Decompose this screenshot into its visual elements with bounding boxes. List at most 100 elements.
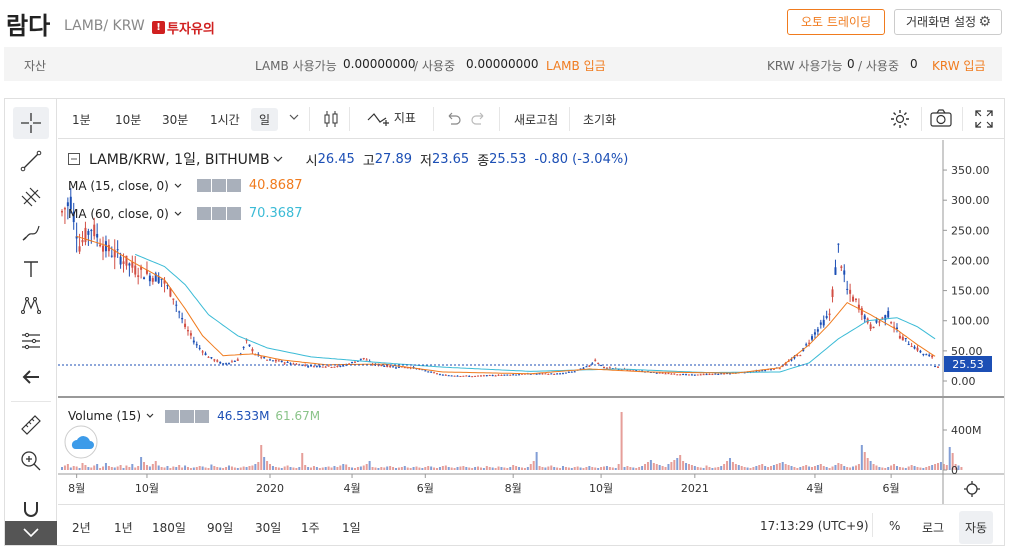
redo-button[interactable]	[471, 110, 487, 129]
candle-body	[154, 273, 157, 282]
ma60-line	[135, 253, 936, 374]
range-180d[interactable]: 180일	[152, 521, 186, 535]
range-1w[interactable]: 1주	[301, 521, 320, 535]
chart-settings-button[interactable]	[889, 108, 911, 133]
percent-toggle[interactable]: %	[889, 519, 901, 533]
chevron-down-icon[interactable]	[145, 411, 155, 421]
ruler-icon	[21, 415, 41, 435]
candle-body	[219, 361, 222, 364]
krw-deposit-link[interactable]: KRW 입금	[932, 59, 986, 73]
close-icon[interactable]	[226, 179, 241, 192]
indicators-button[interactable]: 지표	[366, 109, 416, 128]
price-chart[interactable]: 350.00 300.00 250.00 200.00 150.00 100.00 50.0…	[58, 140, 1004, 504]
range-2y[interactable]: 2년	[72, 521, 91, 535]
settings-icon[interactable]	[211, 207, 226, 220]
interval-day[interactable]: 일	[251, 108, 279, 131]
volume-bar	[526, 467, 529, 470]
interval-10m[interactable]: 10분	[115, 113, 142, 127]
range-30d[interactable]: 30일	[255, 521, 282, 535]
asset-label: 자산	[24, 59, 47, 73]
candle-body	[134, 265, 137, 275]
range-1y[interactable]: 1년	[114, 521, 133, 535]
close-icon[interactable]	[195, 409, 210, 423]
refresh-button[interactable]: 새로고침	[514, 113, 559, 127]
back-tool[interactable]	[13, 361, 49, 393]
chevron-down-icon[interactable]	[272, 154, 284, 164]
interval-30m[interactable]: 30분	[162, 113, 189, 127]
lamb-deposit-link[interactable]: LAMB 입금	[546, 59, 606, 73]
candle-body	[813, 332, 816, 335]
chevron-down-icon	[289, 114, 299, 120]
time-axis-settings-button[interactable]	[964, 481, 980, 497]
candle-body	[207, 356, 210, 358]
volume-bar	[383, 467, 386, 470]
log-toggle[interactable]: 로그	[922, 521, 945, 535]
volume-bar	[544, 467, 547, 470]
eye-icon[interactable]	[196, 207, 211, 220]
crosshair-tool[interactable]	[13, 107, 49, 139]
volume-bar	[752, 467, 755, 470]
volume-bar	[922, 468, 925, 470]
volume-bar	[494, 468, 497, 470]
text-tool[interactable]	[13, 253, 49, 285]
candle-body	[649, 372, 652, 374]
collapse-toolbar-button[interactable]	[5, 521, 57, 545]
volume-bar	[831, 466, 834, 470]
pattern-tool[interactable]	[13, 289, 49, 321]
candle-body	[356, 360, 359, 362]
volume-bar	[945, 465, 948, 470]
eye-icon[interactable]	[165, 409, 180, 423]
screen-settings-button[interactable]: 거래화면 설정 ⚙	[894, 9, 1002, 35]
candle-body	[834, 267, 837, 275]
prediction-tool[interactable]	[13, 325, 49, 357]
eye-icon[interactable]	[196, 179, 211, 192]
volume-bar	[424, 467, 427, 470]
close-icon[interactable]	[226, 207, 241, 220]
price-tick-label: 150.00	[951, 285, 990, 298]
brush-tool[interactable]	[13, 217, 49, 249]
auto-scale-toggle[interactable]: 자동	[959, 511, 994, 544]
reset-button[interactable]: 초기화	[583, 113, 617, 127]
settings-icon[interactable]	[180, 409, 195, 423]
trendline-tool[interactable]	[13, 145, 49, 177]
settings-icon[interactable]	[211, 179, 226, 192]
volume-bar	[227, 465, 230, 470]
candle-body	[392, 366, 395, 368]
candle-body	[916, 347, 919, 351]
collapse-icon[interactable]	[68, 153, 80, 165]
chevron-down-icon[interactable]	[173, 181, 183, 191]
candle-body	[271, 360, 274, 362]
volume-bar	[749, 468, 752, 470]
auto-trading-button[interactable]: 오토 트레이딩	[787, 9, 885, 35]
volume-bar	[834, 465, 837, 470]
volume-bar	[866, 458, 869, 470]
candle-body	[600, 364, 603, 366]
volume-bar	[456, 467, 459, 470]
interval-dropdown[interactable]	[288, 111, 300, 126]
candle-body	[99, 244, 102, 247]
chevron-down-icon[interactable]	[173, 209, 183, 219]
candle-body	[743, 372, 746, 374]
volume-bar	[881, 467, 884, 470]
screenshot-button[interactable]	[930, 109, 952, 130]
chart-type-button[interactable]	[322, 109, 340, 132]
interval-1h[interactable]: 1시간	[210, 113, 240, 127]
fib-tool[interactable]	[13, 181, 49, 213]
zoom-tool[interactable]	[13, 445, 49, 477]
interval-1m[interactable]: 1분	[72, 113, 91, 127]
zoom-in-icon	[21, 451, 41, 471]
undo-button[interactable]	[445, 110, 461, 129]
volume-bar	[620, 412, 623, 470]
magnet-tool[interactable]	[13, 493, 49, 525]
candle-body	[421, 369, 424, 371]
volume-bar	[380, 467, 383, 470]
fullscreen-button[interactable]	[974, 109, 994, 132]
candle-body	[107, 244, 110, 252]
ruler-tool[interactable]	[13, 409, 49, 441]
candle-body	[837, 243, 840, 245]
candle-body	[189, 333, 192, 336]
range-1d[interactable]: 1일	[342, 521, 361, 535]
volume-bar	[585, 467, 588, 470]
range-90d[interactable]: 90일	[207, 521, 234, 535]
volume-bar	[345, 464, 348, 470]
